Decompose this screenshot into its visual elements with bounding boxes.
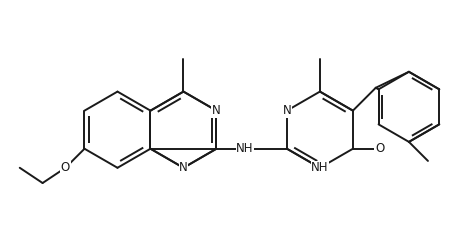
Text: O: O: [375, 142, 384, 155]
Text: N: N: [212, 104, 221, 117]
Text: N: N: [283, 104, 291, 117]
Text: NH: NH: [236, 142, 254, 155]
Text: O: O: [61, 161, 70, 174]
Text: NH: NH: [311, 161, 329, 174]
Text: N: N: [179, 161, 188, 174]
